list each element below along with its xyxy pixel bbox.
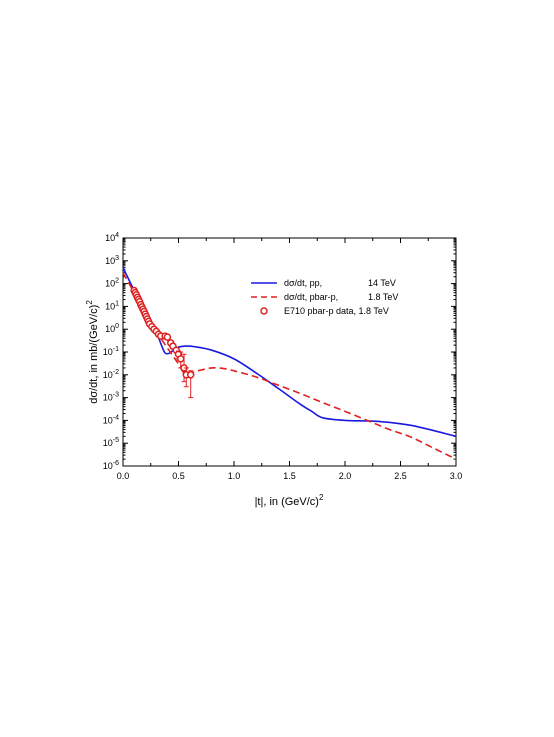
x-axis-ticks: 0.0 0.5 1.0 1.5 2.0 2.5 3.0 bbox=[117, 238, 463, 481]
legend: dσ/dt, pp, 14 TeV dσ/dt, pbar-p, 1.8 TeV… bbox=[251, 278, 398, 316]
y-tick-label: 103 bbox=[105, 255, 119, 266]
data-point bbox=[186, 371, 195, 379]
y-tick-label: 102 bbox=[105, 278, 119, 289]
series-line-pbarp-1-8tev bbox=[122, 272, 457, 460]
y-tick-label: 100 bbox=[105, 323, 119, 334]
legend-label-pp: dσ/dt, pp, bbox=[284, 278, 322, 288]
legend-label-pbarp: dσ/dt, pbar-p, bbox=[284, 292, 338, 302]
y-tick-label: 10-1 bbox=[103, 346, 119, 357]
x-tick-label: 1.0 bbox=[228, 471, 241, 481]
legend-energy-pp: 14 TeV bbox=[368, 278, 396, 288]
y-axis-ticks: 104 103 102 101 100 10-1 10-2 10-3 10-4 10-5 10-6 bbox=[103, 232, 456, 471]
legend-label-e710: E710 pbar-p data, 1.8 TeV bbox=[284, 306, 389, 316]
x-tick-label: 3.0 bbox=[450, 471, 463, 481]
data-markers bbox=[130, 286, 195, 399]
data-point bbox=[176, 355, 185, 363]
data-point bbox=[163, 333, 172, 341]
legend-marker-e710 bbox=[260, 307, 268, 315]
x-tick-label: 0.0 bbox=[117, 471, 130, 481]
legend-energy-pbarp: 1.8 TeV bbox=[368, 292, 398, 302]
x-tick-label: 1.5 bbox=[283, 471, 296, 481]
y-tick-label: 10-4 bbox=[103, 414, 119, 425]
x-axis-title: |t|, in (GeV/c)2 bbox=[255, 493, 324, 508]
plot-frame bbox=[122, 237, 457, 467]
x-tick-label: 0.5 bbox=[172, 471, 185, 481]
y-tick-label: 10-6 bbox=[103, 460, 119, 471]
y-tick-label: 104 bbox=[105, 232, 119, 243]
x-tick-label: 2.0 bbox=[339, 471, 352, 481]
x-tick-label: 2.5 bbox=[394, 471, 407, 481]
y-tick-label: 101 bbox=[105, 300, 119, 311]
y-tick-label: 10-3 bbox=[103, 392, 119, 403]
y-tick-label: 10-5 bbox=[103, 437, 119, 448]
y-tick-label: 10-2 bbox=[103, 369, 119, 380]
y-axis-title: dσ/dt, in mb/(GeV/c)2 bbox=[85, 300, 100, 404]
